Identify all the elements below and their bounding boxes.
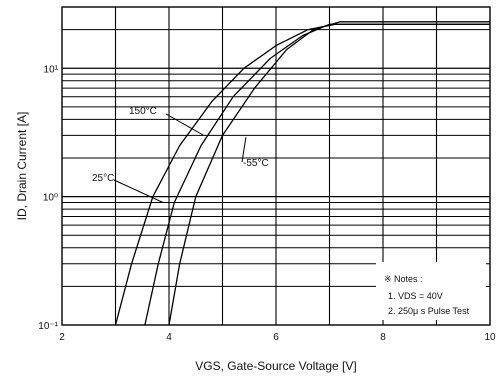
x-tick-label: 2 — [59, 332, 65, 343]
series-label-minus55c: -55°C — [243, 158, 269, 169]
y-axis-label: ID, Drain Current [A] — [15, 112, 29, 221]
y-tick-label: 10⁰ — [43, 193, 58, 204]
series-line-2 — [168, 21, 490, 326]
series-label-25c: 25°C — [92, 173, 114, 184]
x-tick-label: 10 — [484, 332, 496, 343]
x-axis-label: VGS, Gate-Source Voltage [V] — [195, 359, 356, 373]
leader-25c — [113, 179, 164, 203]
series-label-150c: 150°C — [129, 106, 157, 117]
leader-150c — [165, 113, 205, 136]
curves — [114, 21, 490, 326]
x-tick-label: 4 — [166, 332, 172, 343]
notes-title: ※ Notes : — [384, 274, 423, 284]
y-tick-labels: 10⁻¹ 10⁰ 10¹ — [38, 64, 58, 332]
leader-minus55c — [241, 137, 247, 163]
y-tick-label: 10¹ — [44, 64, 59, 75]
notes-box: ※ Notes : 1. VDS = 40V 2. 250μ s Pulse T… — [376, 262, 486, 320]
y-tick-label: 10⁻¹ — [38, 321, 58, 332]
note-1: 1. VDS = 40V — [388, 291, 443, 301]
label-leader-lines — [113, 113, 247, 203]
x-tick-label: 8 — [380, 332, 386, 343]
note-2: 2. 250μ s Pulse Test — [388, 306, 470, 316]
x-tick-label: 6 — [273, 332, 279, 343]
x-tick-labels: 2 4 6 8 10 — [59, 332, 496, 343]
